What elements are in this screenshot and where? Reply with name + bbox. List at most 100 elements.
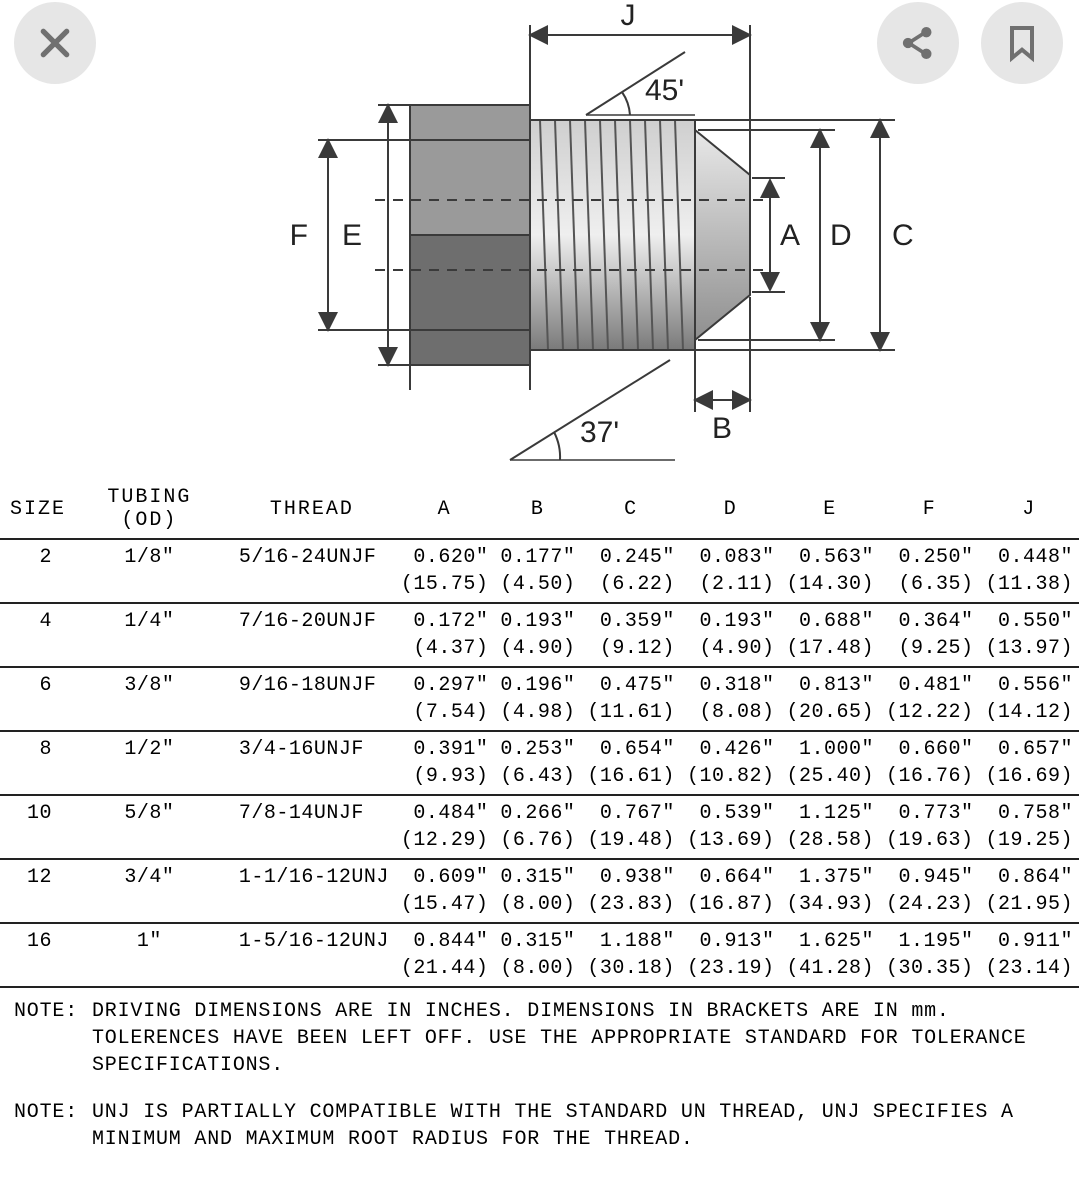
cell-f: 0.660" (16.76)	[880, 731, 980, 795]
cell-b: 0.177" (4.50)	[494, 539, 581, 603]
cell-j: 0.864" (21.95)	[979, 859, 1079, 923]
dim-angle-top: 45'	[645, 74, 684, 107]
col-d: D	[681, 480, 781, 539]
cell: 3/8"	[70, 667, 229, 731]
cell-f: 0.481" (12.22)	[880, 667, 980, 731]
table-header: SIZE TUBING (OD) THREAD A B C D E F J	[0, 480, 1079, 539]
cell-d: 0.913" (23.19)	[681, 923, 781, 987]
cell-b: 0.315" (8.00)	[494, 859, 581, 923]
cell: 3/4-16UNJF	[229, 731, 395, 795]
cell-c: 1.188" (30.18)	[581, 923, 681, 987]
cell-d: 0.539" (13.69)	[681, 795, 781, 859]
table-row: 81/2"3/4-16UNJF0.391" (9.93)0.253" (6.43…	[0, 731, 1079, 795]
dim-label-j: J	[620, 0, 635, 32]
note-label: NOTE:	[14, 1099, 78, 1126]
dim-label-a: A	[780, 219, 800, 252]
table-row: 63/8"9/16-18UNJF0.297" (7.54)0.196" (4.9…	[0, 667, 1079, 731]
cell-b: 0.266" (6.76)	[494, 795, 581, 859]
cell-f: 1.195" (30.35)	[880, 923, 980, 987]
cell: 1/8"	[70, 539, 229, 603]
note-1-text: DRIVING DIMENSIONS ARE IN INCHES. DIMENS…	[14, 998, 1065, 1079]
cell-a: 0.844" (21.44)	[395, 923, 495, 987]
cell: 1/2"	[70, 731, 229, 795]
cell-e: 0.688" (17.48)	[780, 603, 880, 667]
cell: 6	[0, 667, 70, 731]
dim-label-b: B	[712, 412, 732, 445]
cell-a: 0.297" (7.54)	[395, 667, 495, 731]
col-j: J	[979, 480, 1079, 539]
dim-label-e: E	[341, 219, 361, 252]
cell: 5/16-24UNJF	[229, 539, 395, 603]
cell: 3/4"	[70, 859, 229, 923]
cell-c: 0.767" (19.48)	[581, 795, 681, 859]
col-tubing: TUBING (OD)	[70, 480, 229, 539]
cell-f: 0.250" (6.35)	[880, 539, 980, 603]
note-1: NOTE: DRIVING DIMENSIONS ARE IN INCHES. …	[14, 998, 1065, 1079]
cell-d: 0.083" (2.11)	[681, 539, 781, 603]
cell-a: 0.391" (9.93)	[395, 731, 495, 795]
cell: 10	[0, 795, 70, 859]
cell-c: 0.359" (9.12)	[581, 603, 681, 667]
col-a: A	[395, 480, 495, 539]
cell-e: 1.125" (28.58)	[780, 795, 880, 859]
cell-j: 0.550" (13.97)	[979, 603, 1079, 667]
cell-f: 0.945" (24.23)	[880, 859, 980, 923]
cell-a: 0.484" (12.29)	[395, 795, 495, 859]
note-2: NOTE: UNJ IS PARTIALLY COMPATIBLE WITH T…	[14, 1099, 1065, 1153]
fitting-diagram: J 45' A D C	[0, 0, 1079, 480]
cell-a: 0.609" (15.47)	[395, 859, 495, 923]
cell-d: 0.426" (10.82)	[681, 731, 781, 795]
cell-c: 0.938" (23.83)	[581, 859, 681, 923]
cell-j: 0.758" (19.25)	[979, 795, 1079, 859]
cell-f: 0.364" (9.25)	[880, 603, 980, 667]
cell: 16	[0, 923, 70, 987]
table-row: 21/8"5/16-24UNJF0.620" (15.75)0.177" (4.…	[0, 539, 1079, 603]
cell: 9/16-18UNJF	[229, 667, 395, 731]
cell-b: 0.193" (4.90)	[494, 603, 581, 667]
cell-e: 0.563" (14.30)	[780, 539, 880, 603]
dim-angle-bottom: 37'	[580, 416, 619, 449]
cell-d: 0.664" (16.87)	[681, 859, 781, 923]
col-size: SIZE	[0, 480, 70, 539]
col-c: C	[581, 480, 681, 539]
cell-j: 0.448" (11.38)	[979, 539, 1079, 603]
dim-label-c: C	[892, 219, 914, 252]
cell: 1-1/16-12UNJ	[229, 859, 395, 923]
table-body: 21/8"5/16-24UNJF0.620" (15.75)0.177" (4.…	[0, 539, 1079, 987]
cell-a: 0.620" (15.75)	[395, 539, 495, 603]
cell-e: 0.813" (20.65)	[780, 667, 880, 731]
dim-label-f: F	[289, 219, 307, 252]
cell-b: 0.315" (8.00)	[494, 923, 581, 987]
cell-b: 0.196" (4.98)	[494, 667, 581, 731]
cell-e: 1.000" (25.40)	[780, 731, 880, 795]
note-label: NOTE:	[14, 998, 78, 1025]
table-row: 123/4"1-1/16-12UNJ0.609" (15.47)0.315" (…	[0, 859, 1079, 923]
col-e: E	[780, 480, 880, 539]
cell-d: 0.193" (4.90)	[681, 603, 781, 667]
cell-j: 0.911" (23.14)	[979, 923, 1079, 987]
table-row: 161"1-5/16-12UNJ0.844" (21.44)0.315" (8.…	[0, 923, 1079, 987]
dim-label-d: D	[830, 219, 852, 252]
cell: 1/4"	[70, 603, 229, 667]
cell: 2	[0, 539, 70, 603]
cell-c: 0.245" (6.22)	[581, 539, 681, 603]
cell-e: 1.625" (41.28)	[780, 923, 880, 987]
cell: 5/8"	[70, 795, 229, 859]
page: J 45' A D C	[0, 0, 1079, 1197]
cell: 7/16-20UNJF	[229, 603, 395, 667]
cell: 8	[0, 731, 70, 795]
cell: 1"	[70, 923, 229, 987]
cell-e: 1.375" (34.93)	[780, 859, 880, 923]
cell-c: 0.475" (11.61)	[581, 667, 681, 731]
cell-j: 0.657" (16.69)	[979, 731, 1079, 795]
cell: 1-5/16-12UNJ	[229, 923, 395, 987]
table-row: 41/4"7/16-20UNJF0.172" (4.37)0.193" (4.9…	[0, 603, 1079, 667]
cell-a: 0.172" (4.37)	[395, 603, 495, 667]
dimensions-table: SIZE TUBING (OD) THREAD A B C D E F J 21…	[0, 480, 1079, 988]
cell: 7/8-14UNJF	[229, 795, 395, 859]
cell-f: 0.773" (19.63)	[880, 795, 980, 859]
table-row: 105/8"7/8-14UNJF0.484" (12.29)0.266" (6.…	[0, 795, 1079, 859]
note-2-text: UNJ IS PARTIALLY COMPATIBLE WITH THE STA…	[14, 1099, 1065, 1153]
cell-j: 0.556" (14.12)	[979, 667, 1079, 731]
cell-c: 0.654" (16.61)	[581, 731, 681, 795]
